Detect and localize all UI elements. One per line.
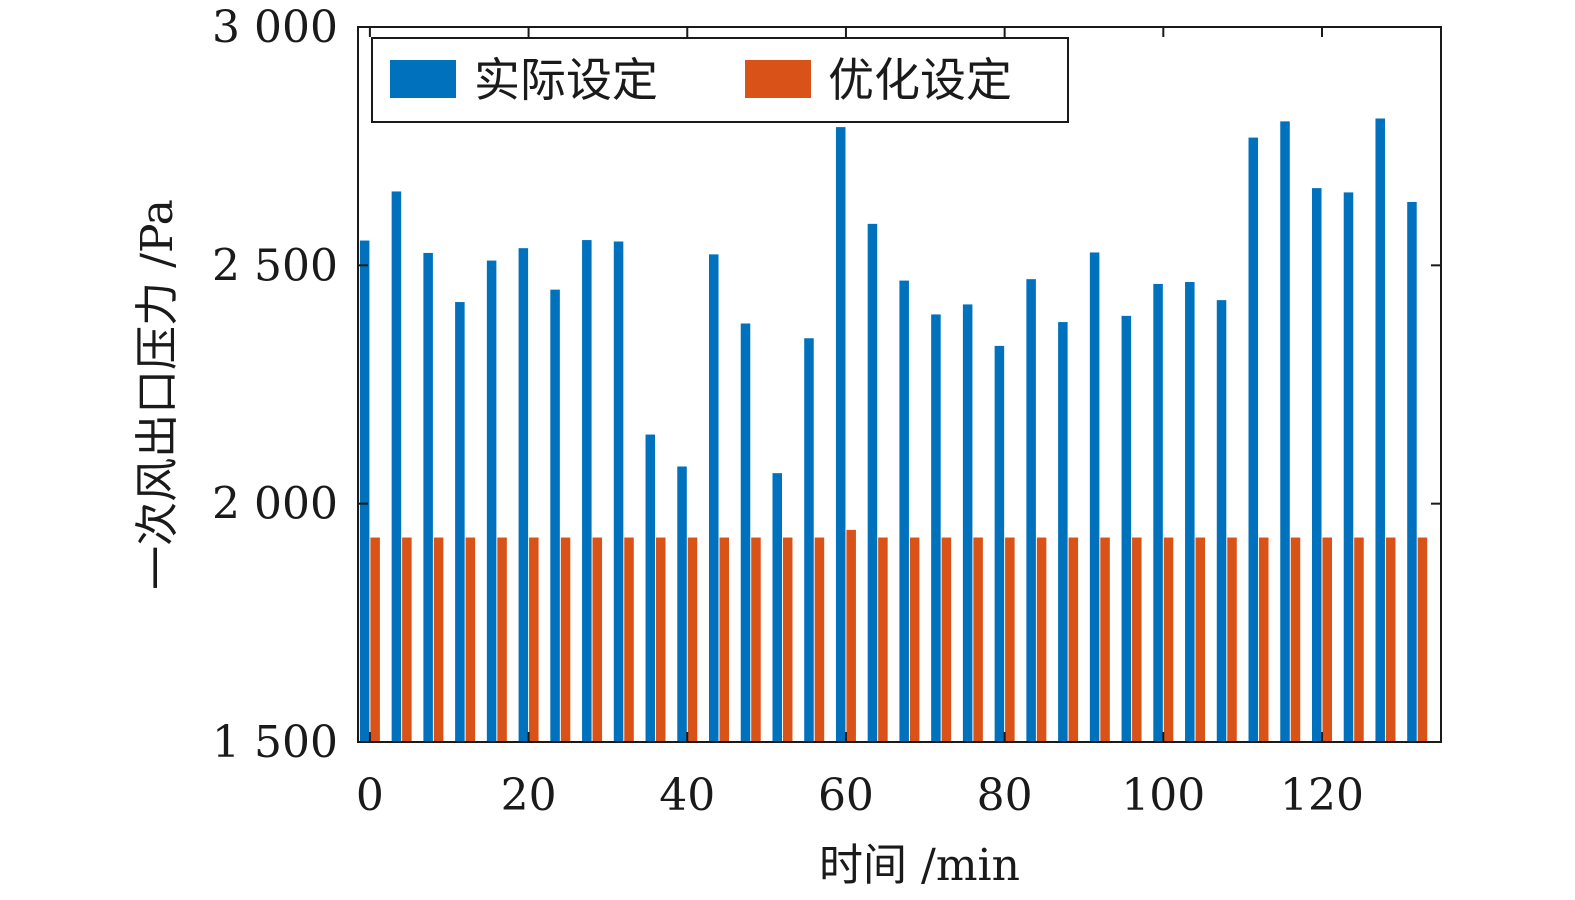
- legend: 实际设定 优化设定: [371, 37, 1069, 123]
- bar-series1-22: [1058, 322, 1068, 742]
- bar-series2-4: [497, 537, 507, 742]
- bar-series1-24: [1121, 315, 1132, 742]
- bar-series2-5: [529, 537, 539, 742]
- bar-series1-29: [1280, 121, 1290, 742]
- bar-series1-9: [645, 434, 656, 742]
- bar-series1-13: [772, 473, 782, 742]
- y-tick-label-0: 1 500: [212, 717, 338, 768]
- legend-label-2: 优化设定: [828, 53, 1012, 107]
- legend-swatch-1: [390, 60, 456, 98]
- bar-series2-26: [1195, 537, 1206, 742]
- bar-series1-8: [613, 241, 624, 742]
- bar-series1-26: [1185, 282, 1195, 742]
- bar-series2-32: [1385, 537, 1396, 742]
- bar-series1-18: [931, 314, 941, 742]
- bar-series1-31: [1343, 192, 1354, 742]
- bar-series2-15: [846, 529, 856, 742]
- bar-series2-13: [782, 537, 793, 742]
- x-axis-label: 时间 /min: [819, 840, 1020, 891]
- bar-series2-1: [402, 537, 412, 742]
- bar-series1-28: [1248, 137, 1259, 743]
- x-tick-label-3: 60: [818, 770, 874, 821]
- bar-series2-22: [1068, 537, 1079, 742]
- bar-series1-10: [677, 466, 687, 742]
- bar-series1-27: [1216, 300, 1227, 742]
- y-tick-label-3: 3 000: [212, 2, 338, 53]
- x-tick-label-5: 100: [1121, 770, 1205, 821]
- x-tick-label-1: 20: [501, 770, 557, 821]
- bar-series1-7: [582, 240, 592, 742]
- bar-series2-31: [1354, 537, 1364, 742]
- x-tick-label-0: 0: [356, 770, 384, 821]
- bar-series2-10: [687, 537, 698, 742]
- bar-series2-24: [1132, 537, 1142, 742]
- bar-series2-8: [624, 537, 634, 742]
- bar-series1-17: [899, 280, 909, 742]
- y-tick-label-1: 2 000: [212, 479, 338, 530]
- bar-series1-20: [994, 345, 1005, 742]
- bar-series1-19: [962, 304, 973, 742]
- bar-series2-17: [909, 537, 920, 742]
- bar-series2-14: [814, 537, 825, 742]
- bar-series1-6: [550, 289, 560, 742]
- x-tick-label-6: 120: [1280, 770, 1364, 821]
- bar-series1-4: [486, 260, 497, 742]
- bar-series1-12: [740, 323, 751, 742]
- bar-series2-3: [465, 537, 476, 742]
- bar-series2-9: [656, 537, 666, 742]
- legend-box: [371, 37, 1069, 123]
- bar-series1-30: [1311, 188, 1322, 743]
- bar-series1-3: [455, 302, 465, 742]
- bar-series2-7: [592, 537, 603, 742]
- bar-series2-27: [1227, 537, 1237, 742]
- bar-series1-32: [1375, 118, 1385, 742]
- bar-series1-11: [709, 254, 719, 742]
- bar-series1-5: [518, 248, 529, 743]
- bar-series2-11: [719, 537, 729, 742]
- bar-series2-0: [370, 537, 380, 742]
- bar-series2-29: [1290, 537, 1301, 742]
- y-tick-label-2: 2 500: [212, 240, 338, 291]
- bar-series1-1: [391, 191, 402, 742]
- bar-series1-2: [423, 252, 433, 742]
- bar-series2-18: [941, 537, 952, 742]
- bar-series1-14: [804, 338, 814, 742]
- bar-series2-25: [1163, 537, 1174, 742]
- bar-series1-0: [359, 240, 370, 743]
- bar-series2-2: [433, 537, 444, 742]
- legend-label-1: 实际设定: [474, 53, 658, 107]
- plot-frame: [357, 26, 1442, 743]
- bar-series1-33: [1407, 201, 1417, 742]
- bar-series2-16: [878, 537, 888, 742]
- bar-series1-16: [867, 223, 878, 743]
- ticks-layer: 0 20 40 60 80 100 120 1 500 2 000 2 500 3 000: [212, 2, 1441, 821]
- bar-series1-21: [1026, 279, 1036, 742]
- x-tick-label-4: 80: [977, 770, 1033, 821]
- bar-series2-30: [1322, 537, 1332, 742]
- bars-layer: [359, 118, 1428, 743]
- bar-series2-28: [1258, 537, 1269, 742]
- bar-series1-25: [1153, 283, 1163, 742]
- bar-series2-12: [751, 537, 761, 742]
- bar-series2-6: [560, 537, 571, 742]
- legend-swatch-2: [745, 60, 811, 98]
- bar-series2-23: [1100, 537, 1110, 742]
- bar-series2-19: [973, 537, 983, 742]
- x-tick-label-2: 40: [659, 770, 715, 821]
- bar-series2-20: [1005, 537, 1015, 742]
- bar-series1-23: [1089, 252, 1100, 742]
- bar-series1-15: [835, 127, 846, 743]
- axes-layer: [357, 26, 1442, 743]
- y-axis-label: 一次风出口压力 /Pa: [132, 199, 183, 590]
- bar-series2-21: [1036, 537, 1047, 742]
- bar-series2-33: [1417, 537, 1428, 742]
